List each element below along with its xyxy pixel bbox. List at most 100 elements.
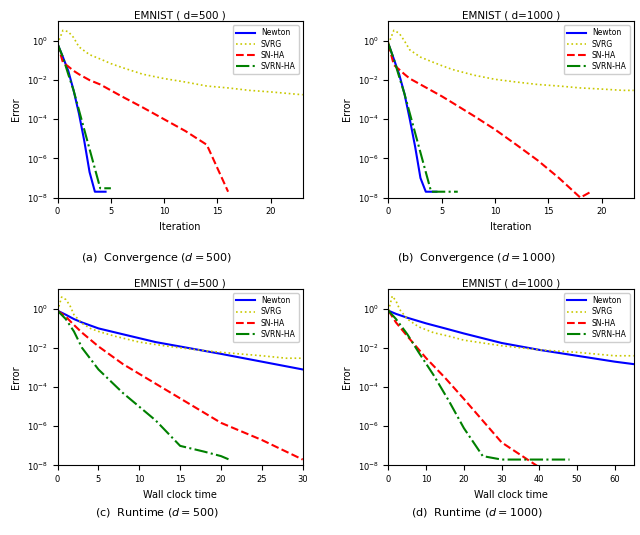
SVRG (385, 41, 392, 47)
SVRG (492, 76, 499, 82)
SVRN-HA (406, 110, 413, 117)
SVRG (403, 316, 411, 322)
SN-HA (62, 314, 70, 320)
Line: Newton: Newton (388, 311, 634, 364)
SVRN-HA (152, 417, 159, 424)
SN-HA (630, 476, 637, 483)
SVRG (470, 72, 477, 78)
SVRN-HA (176, 442, 184, 449)
Newton (385, 41, 392, 47)
SN-HA (65, 63, 72, 70)
SVRG (95, 328, 102, 334)
Line: Newton: Newton (388, 44, 436, 192)
Line: Newton: Newton (58, 311, 303, 370)
SN-HA (396, 66, 403, 73)
Newton (70, 87, 77, 94)
SVRG (438, 63, 445, 69)
SVRG (70, 34, 77, 41)
SVRG (78, 320, 86, 326)
SVRG (118, 64, 125, 71)
SVRN-HA (401, 90, 408, 97)
Line: Newton: Newton (58, 44, 106, 192)
Newton (460, 330, 468, 337)
SN-HA (107, 87, 115, 94)
Legend: Newton, SVRG, SN-HA, SVRN-HA: Newton, SVRG, SN-HA, SVRN-HA (233, 293, 299, 342)
SVRN-HA (536, 456, 543, 463)
SN-HA (587, 188, 595, 195)
SVRN-HA (54, 308, 61, 314)
Newton (417, 175, 424, 181)
Title: EMNIST ( d=500 ): EMNIST ( d=500 ) (134, 278, 226, 288)
SN-HA (403, 333, 411, 339)
SVRG (396, 30, 403, 36)
SVRG (59, 27, 67, 34)
SVRG (246, 87, 253, 94)
Text: (b)  Convergence ($d = 1000$): (b) Convergence ($d = 1000$) (397, 251, 556, 265)
SVRN-HA (449, 188, 456, 195)
SN-HA (470, 113, 477, 119)
SN-HA (75, 71, 83, 78)
SN-HA (119, 361, 127, 368)
Newton (422, 188, 429, 195)
SVRN-HA (78, 345, 86, 351)
Newton (65, 67, 72, 74)
SVRN-HA (75, 107, 83, 113)
SVRG (428, 58, 435, 65)
SVRN-HA (403, 331, 411, 338)
SN-HA (184, 400, 192, 407)
SVRG (66, 302, 74, 309)
Line: SN-HA: SN-HA (388, 311, 634, 479)
SVRG (224, 85, 232, 91)
X-axis label: Wall clock time: Wall clock time (143, 490, 217, 500)
SVRN-HA (428, 188, 435, 195)
SVRN-HA (460, 425, 468, 431)
X-axis label: Iteration: Iteration (159, 222, 201, 232)
SVRG (62, 296, 70, 303)
SVRN-HA (70, 328, 78, 334)
SVRN-HA (390, 56, 397, 62)
Line: SVRN-HA: SVRN-HA (388, 44, 458, 192)
Legend: Newton, SVRG, SN-HA, SVRN-HA: Newton, SVRG, SN-HA, SVRN-HA (564, 25, 630, 74)
SN-HA (555, 175, 563, 181)
SN-HA (299, 456, 307, 463)
Line: SVRG: SVRG (388, 296, 634, 356)
SVRN-HA (59, 54, 67, 60)
Newton (95, 325, 102, 332)
SN-HA (417, 81, 424, 88)
SN-HA (406, 75, 413, 82)
SN-HA (182, 128, 189, 134)
SVRN-HA (107, 185, 115, 192)
Newton (81, 137, 88, 144)
Line: SVRN-HA: SVRN-HA (58, 311, 229, 460)
SN-HA (54, 308, 61, 314)
Newton (54, 308, 61, 314)
SVRN-HA (392, 316, 400, 322)
Newton (403, 315, 411, 321)
Newton (78, 319, 86, 326)
SN-HA (161, 116, 168, 123)
SVRG (630, 87, 637, 94)
SVRG (415, 324, 422, 330)
SN-HA (573, 472, 581, 479)
Newton (433, 188, 440, 195)
Line: SVRG: SVRG (58, 30, 303, 95)
Newton (258, 358, 266, 365)
SVRG (282, 355, 290, 362)
Y-axis label: Error: Error (342, 98, 352, 121)
SVRN-HA (566, 456, 573, 463)
SVRN-HA (454, 188, 461, 195)
Title: EMNIST ( d=500 ): EMNIST ( d=500 ) (134, 11, 226, 21)
Newton (441, 325, 449, 332)
SN-HA (385, 41, 392, 47)
SN-HA (217, 419, 225, 426)
SVRN-HA (97, 185, 104, 192)
SVRN-HA (396, 73, 403, 80)
SVRG (299, 91, 307, 98)
SN-HA (78, 330, 86, 336)
Newton (422, 320, 430, 326)
SVRG (460, 337, 468, 343)
SVRG (97, 56, 104, 62)
Newton (54, 41, 61, 47)
SVRG (58, 294, 65, 300)
Newton (385, 308, 392, 314)
